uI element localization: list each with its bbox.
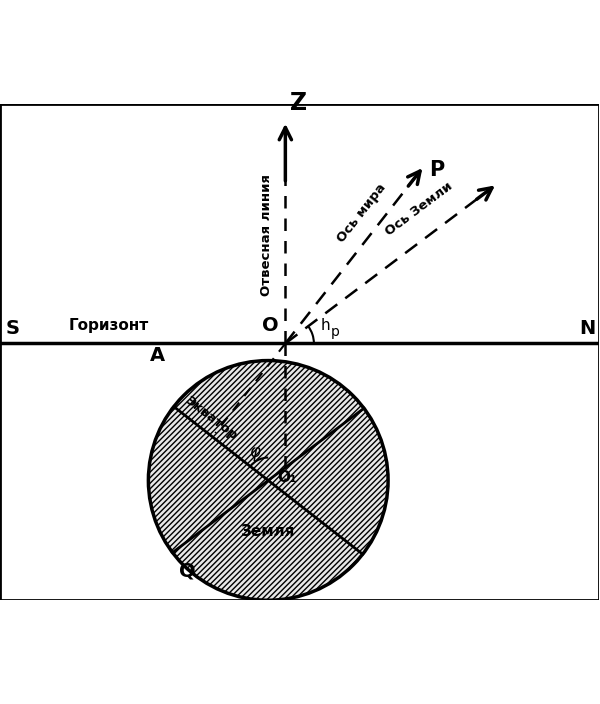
Text: Отвесная линия: Отвесная линия [260,174,273,296]
Text: O₁: O₁ [277,470,296,485]
Text: φ: φ [249,444,260,461]
Text: Z: Z [290,91,307,115]
Text: N: N [579,319,596,338]
Text: Ось мира: Ось мира [334,181,388,245]
Text: Земля: Земля [241,524,295,539]
Text: p: p [331,325,339,339]
Circle shape [148,360,388,601]
Text: Q: Q [179,561,196,580]
Text: P: P [429,160,445,180]
Text: Горизонт: Горизонт [68,318,149,333]
Text: S: S [6,319,20,338]
Text: Ось Земли: Ось Земли [383,180,455,239]
Text: h: h [320,318,331,332]
Text: A: A [150,346,165,365]
Text: O: O [262,316,278,335]
Text: Экватор: Экватор [182,394,239,443]
